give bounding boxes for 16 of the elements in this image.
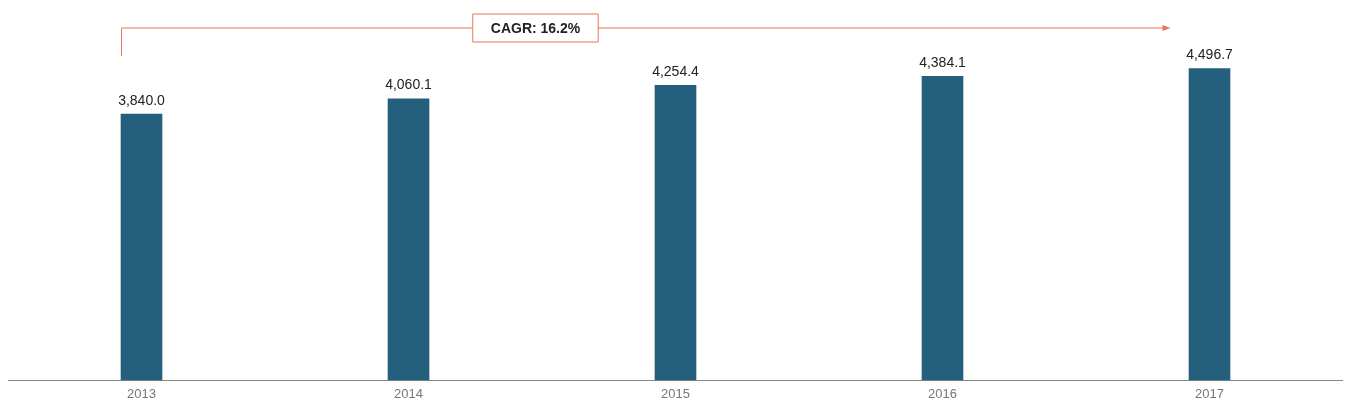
bar <box>387 98 430 381</box>
x-tick-label: 2013 <box>127 385 156 401</box>
bar <box>120 113 163 381</box>
data-label: 3,840.0 <box>118 91 166 108</box>
data-label: 4,496.7 <box>1186 46 1234 63</box>
bar <box>1188 68 1231 381</box>
x-tick-label: 2015 <box>661 385 690 401</box>
bar <box>921 76 964 381</box>
x-tick-label: 2014 <box>394 385 423 401</box>
data-label: 4,384.1 <box>919 53 967 70</box>
x-tick-label: 2017 <box>1195 385 1224 401</box>
x-tick-label: 2016 <box>928 385 957 401</box>
bar <box>654 85 697 381</box>
data-label: 4,060.1 <box>385 76 433 93</box>
text: CAGR: 16.2% <box>490 19 581 36</box>
data-label: 4,254.4 <box>652 62 700 79</box>
